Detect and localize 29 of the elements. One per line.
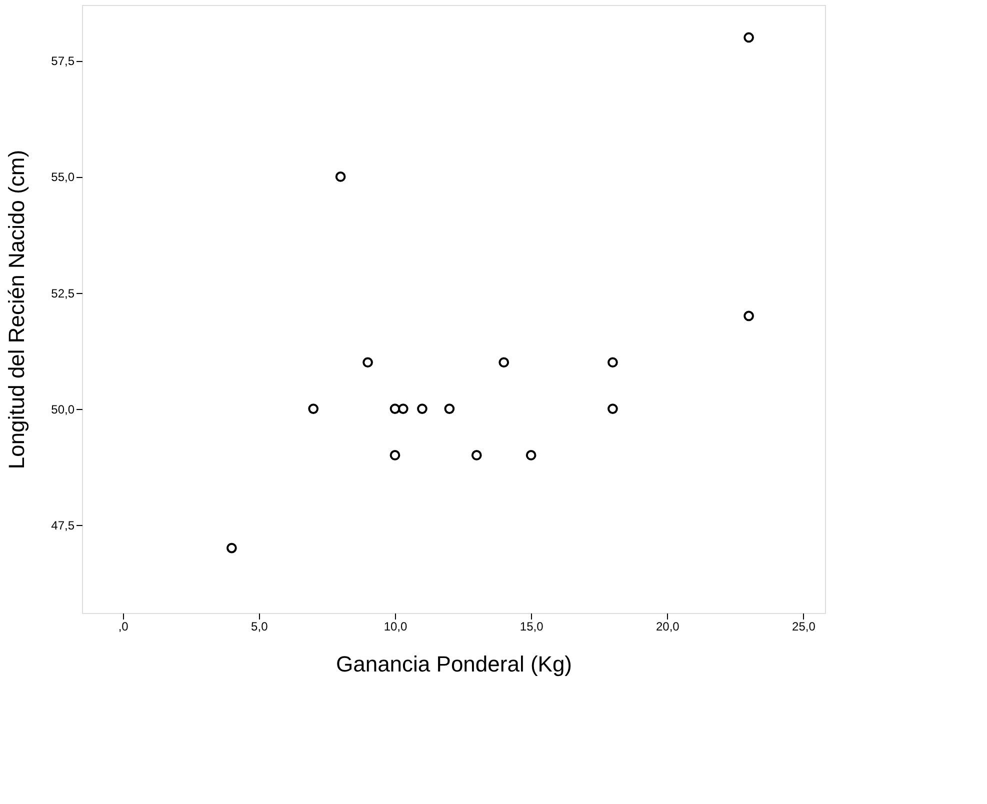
point: [444, 404, 455, 414]
point: [362, 357, 373, 368]
point: [308, 404, 319, 414]
x-tick-label: ,0: [118, 620, 129, 634]
point: [608, 404, 618, 414]
point: [744, 310, 754, 322]
y-tick-label: 52,5: [51, 286, 75, 300]
y-tick-label: 50,0: [51, 402, 75, 416]
x-axis-title: Ganancia Ponderal (Kg): [336, 652, 572, 676]
point: [608, 357, 618, 368]
point: [226, 542, 237, 554]
y-tick-label: 57,5: [51, 54, 75, 68]
point: [335, 172, 346, 182]
point: [744, 32, 754, 43]
point: [471, 450, 482, 460]
x-tick-label: 25,0: [792, 620, 816, 634]
x-tick-label: 20,0: [656, 620, 680, 634]
point: [526, 450, 536, 460]
y-tick-label: 55,0: [51, 170, 75, 184]
y-axis-title: Longitud del Recién Nacido (cm): [4, 150, 30, 470]
x-tick-label: 15,0: [520, 620, 544, 634]
x-tick-label: 5,0: [251, 620, 268, 634]
point: [390, 404, 400, 414]
point: [498, 357, 510, 368]
point: [417, 404, 428, 414]
y-tick-label: 47,5: [51, 518, 75, 532]
point: [398, 404, 408, 414]
x-tick-label: 10,0: [384, 620, 408, 634]
point: [390, 450, 400, 460]
